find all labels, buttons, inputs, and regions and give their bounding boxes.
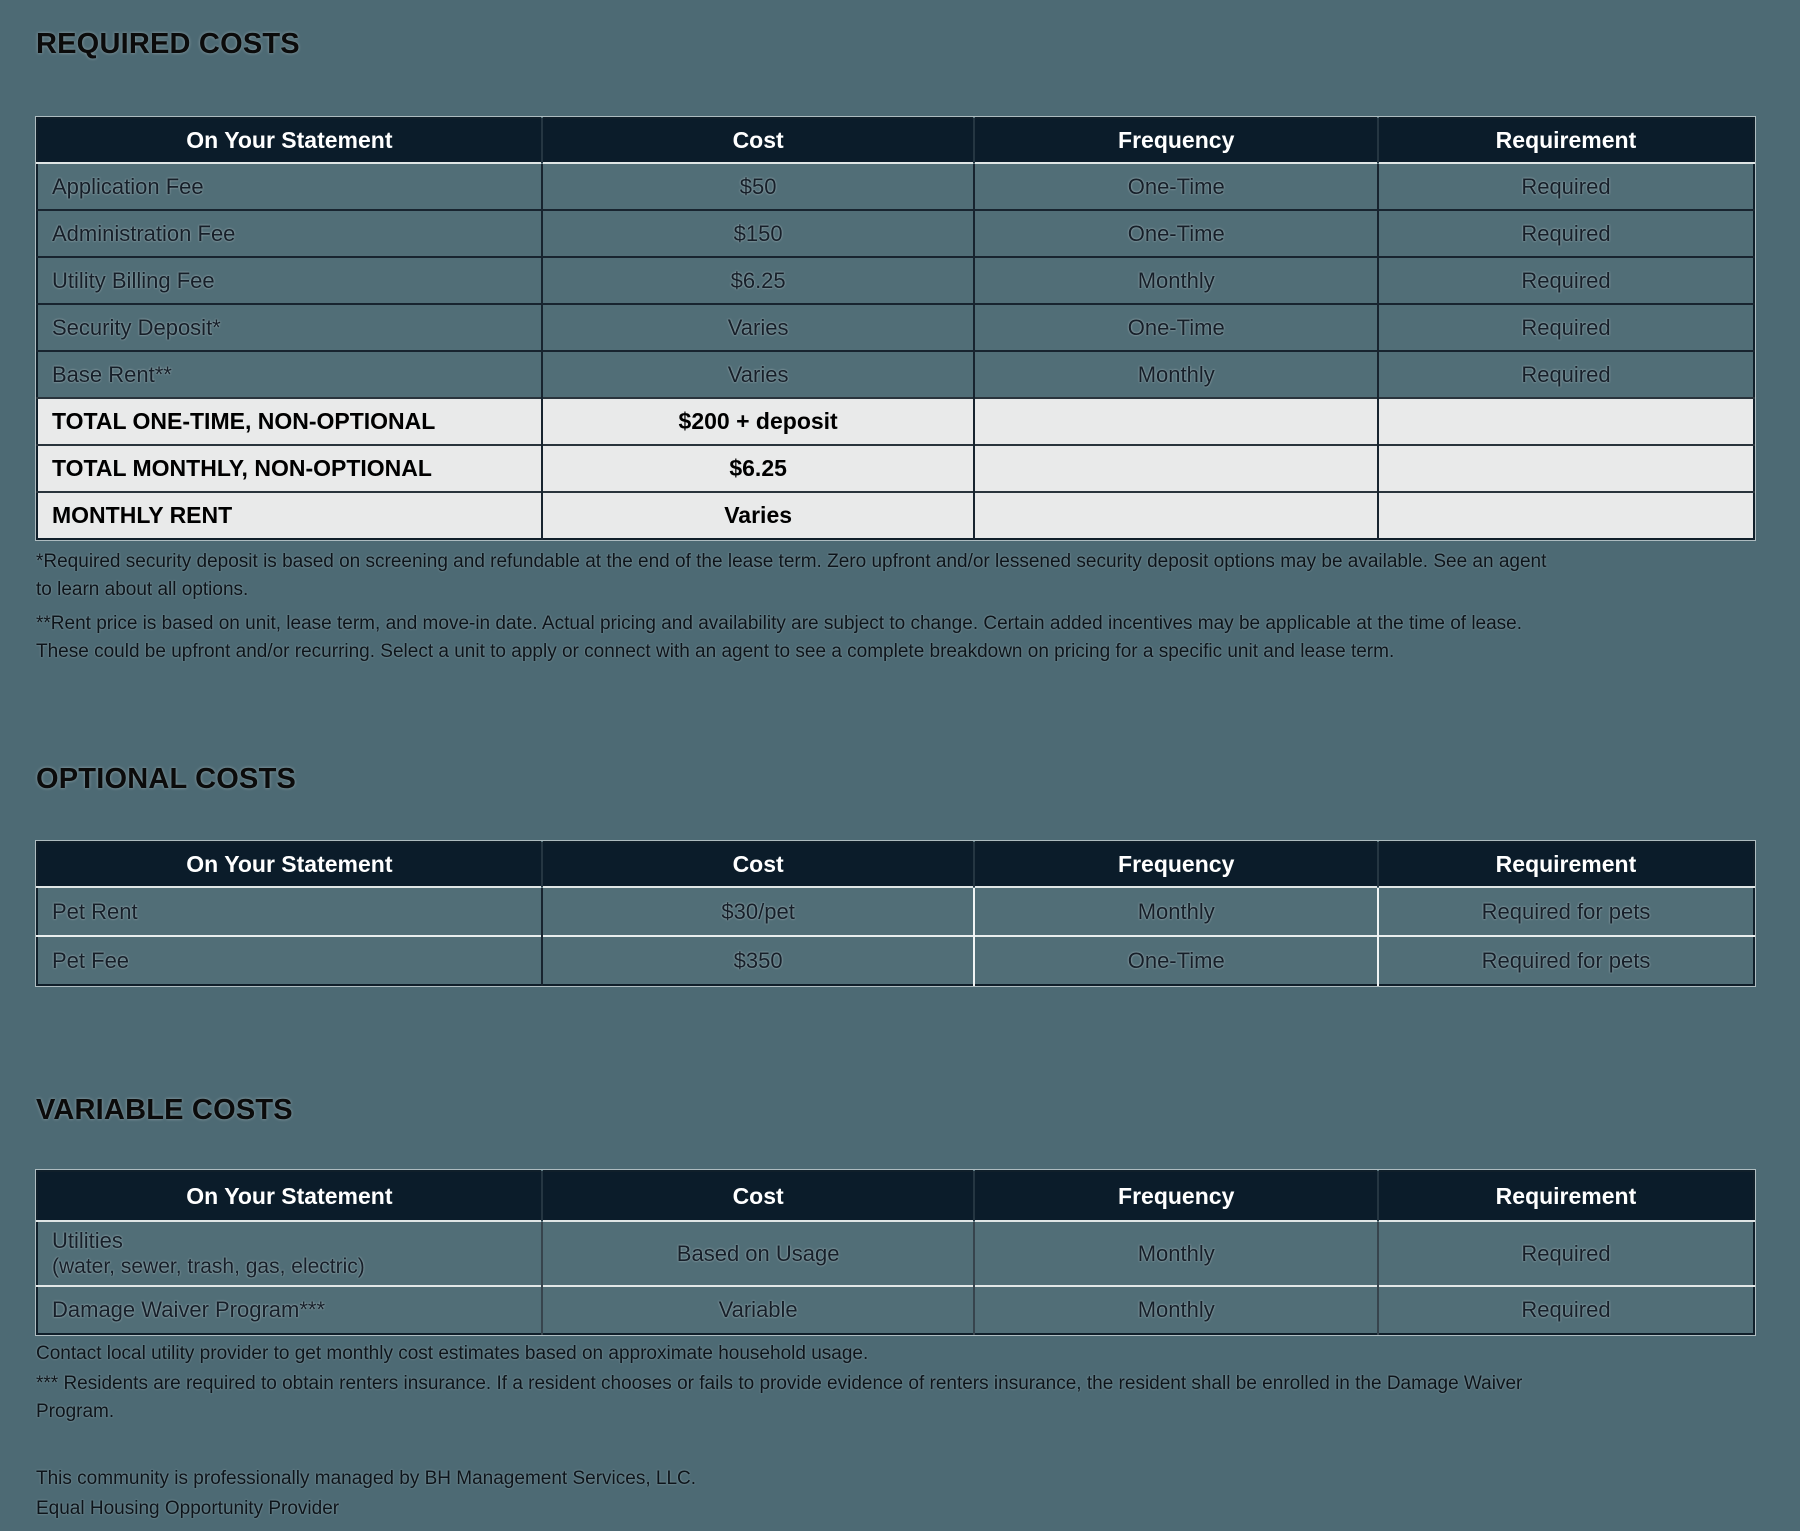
cell-statement: Pet Fee <box>37 935 543 985</box>
cell-cost: $150 <box>541 209 976 257</box>
column-header-frequency: Frequency <box>974 842 1379 887</box>
utilities-sub-label: (water, sewer, trash, gas, electric) <box>52 1255 365 1278</box>
cell-requirement: Required <box>1377 350 1754 398</box>
cell-frequency: Monthly <box>974 1285 1379 1334</box>
column-header-cost: Cost <box>541 1171 976 1221</box>
required-costs-table: On Your Statement Cost Frequency Require… <box>35 116 1756 541</box>
cell-frequency: One-Time <box>974 162 1379 210</box>
section-title-required: REQUIRED COSTS <box>36 28 300 60</box>
cell-frequency: Monthly <box>974 256 1379 304</box>
cell-statement: Damage Waiver Program*** <box>37 1285 543 1334</box>
column-header-requirement: Requirement <box>1377 842 1754 887</box>
variable-costs-table: On Your Statement Cost Frequency Require… <box>35 1169 1756 1336</box>
table-header-row: On Your Statement Cost Frequency Require… <box>37 118 1754 163</box>
cell-statement: Security Deposit* <box>37 303 543 351</box>
footnote-renters-insurance: *** Residents are required to obtain ren… <box>36 1373 1523 1422</box>
footer-managed-by: This community is professionally managed… <box>36 1468 697 1489</box>
cell-empty <box>1377 397 1754 445</box>
cell-frequency: Monthly <box>974 886 1379 936</box>
cell-frequency: Monthly <box>974 1220 1379 1286</box>
cell-statement: Administration Fee <box>37 209 543 257</box>
cell-frequency: One-Time <box>974 303 1379 351</box>
utilities-label: Utilities <box>52 1228 123 1253</box>
fee-row: Pet Fee $350 One-Time Required for pets <box>37 935 1754 985</box>
optional-costs-section: OPTIONAL COSTS On Your Statement Cost Fr… <box>35 761 1756 987</box>
cell-total-label: MONTHLY RENT <box>37 491 543 539</box>
cell-cost: Varies <box>541 303 976 351</box>
cell-requirement: Required for pets <box>1377 886 1754 936</box>
cell-cost: $50 <box>541 162 976 210</box>
fee-row: Utility Billing Fee $6.25 Monthly Requir… <box>37 256 1754 304</box>
cell-requirement: Required <box>1377 162 1754 210</box>
variable-costs-section: VARIABLE COSTS On Your Statement Cost Fr… <box>35 1092 1756 1426</box>
cell-requirement: Required <box>1377 1220 1754 1286</box>
column-header-statement: On Your Statement <box>37 118 543 163</box>
total-row-monthly: TOTAL MONTHLY, NON-OPTIONAL $6.25 <box>37 444 1754 492</box>
cell-requirement: Required <box>1377 209 1754 257</box>
cell-cost: Based on Usage <box>541 1220 976 1286</box>
fee-row: Pet Rent $30/pet Monthly Required for pe… <box>37 886 1754 936</box>
fee-row: Application Fee $50 One-Time Required <box>37 162 1754 210</box>
optional-costs-table: On Your Statement Cost Frequency Require… <box>35 840 1756 987</box>
cell-requirement: Required <box>1377 303 1754 351</box>
cell-total-label: TOTAL MONTHLY, NON-OPTIONAL <box>37 444 543 492</box>
cell-cost: $350 <box>541 935 976 985</box>
column-header-statement: On Your Statement <box>37 1171 543 1221</box>
cell-statement: Utilities (water, sewer, trash, gas, ele… <box>37 1220 543 1286</box>
cell-total-cost: $200 + deposit <box>541 397 976 445</box>
cell-total-label: TOTAL ONE-TIME, NON-OPTIONAL <box>37 397 543 445</box>
cell-statement: Utility Billing Fee <box>37 256 543 304</box>
column-header-cost: Cost <box>541 842 976 887</box>
cell-frequency: Monthly <box>974 350 1379 398</box>
cell-total-cost: $6.25 <box>541 444 976 492</box>
required-costs-section: REQUIRED COSTS On Your Statement Cost Fr… <box>35 26 1756 666</box>
column-header-frequency: Frequency <box>974 118 1379 163</box>
column-header-cost: Cost <box>541 118 976 163</box>
cell-empty <box>974 491 1379 539</box>
cell-requirement: Required for pets <box>1377 935 1754 985</box>
table-header-row: On Your Statement Cost Frequency Require… <box>37 842 1754 887</box>
cell-cost: $6.25 <box>541 256 976 304</box>
cell-empty <box>974 444 1379 492</box>
cell-empty <box>1377 444 1754 492</box>
cell-frequency: One-Time <box>974 209 1379 257</box>
fee-row: Utilities (water, sewer, trash, gas, ele… <box>37 1220 1754 1286</box>
footnote-rent-price: **Rent price is based on unit, lease ter… <box>36 613 1523 662</box>
cell-cost: Variable <box>541 1285 976 1334</box>
fee-row: Base Rent** Varies Monthly Required <box>37 350 1754 398</box>
footnote-utility-provider: Contact local utility provider to get mo… <box>36 1343 869 1364</box>
cell-cost: $30/pet <box>541 886 976 936</box>
cell-statement: Base Rent** <box>37 350 543 398</box>
column-header-frequency: Frequency <box>974 1171 1379 1221</box>
fee-row: Security Deposit* Varies One-Time Requir… <box>37 303 1754 351</box>
cell-statement: Application Fee <box>37 162 543 210</box>
table-header-row: On Your Statement Cost Frequency Require… <box>37 1171 1754 1221</box>
footer: This community is professionally managed… <box>36 1464 1755 1524</box>
cell-requirement: Required <box>1377 256 1754 304</box>
cell-requirement: Required <box>1377 1285 1754 1334</box>
footnote-security-deposit: *Required security deposit is based on s… <box>36 551 1547 600</box>
cell-cost: Varies <box>541 350 976 398</box>
footer-equal-housing: Equal Housing Opportunity Provider <box>36 1498 340 1519</box>
column-header-requirement: Requirement <box>1377 118 1754 163</box>
fee-row: Damage Waiver Program*** Variable Monthl… <box>37 1285 1754 1334</box>
total-row-rent: MONTHLY RENT Varies <box>37 491 1754 539</box>
total-row-one-time: TOTAL ONE-TIME, NON-OPTIONAL $200 + depo… <box>37 397 1754 445</box>
cell-empty <box>974 397 1379 445</box>
column-header-statement: On Your Statement <box>37 842 543 887</box>
section-title-variable: VARIABLE COSTS <box>36 1094 293 1126</box>
fee-row: Administration Fee $150 One-Time Require… <box>37 209 1754 257</box>
cell-empty <box>1377 491 1754 539</box>
section-title-optional: OPTIONAL COSTS <box>36 763 297 795</box>
column-header-requirement: Requirement <box>1377 1171 1754 1221</box>
cell-statement: Pet Rent <box>37 886 543 936</box>
cell-frequency: One-Time <box>974 935 1379 985</box>
cell-total-cost: Varies <box>541 491 976 539</box>
